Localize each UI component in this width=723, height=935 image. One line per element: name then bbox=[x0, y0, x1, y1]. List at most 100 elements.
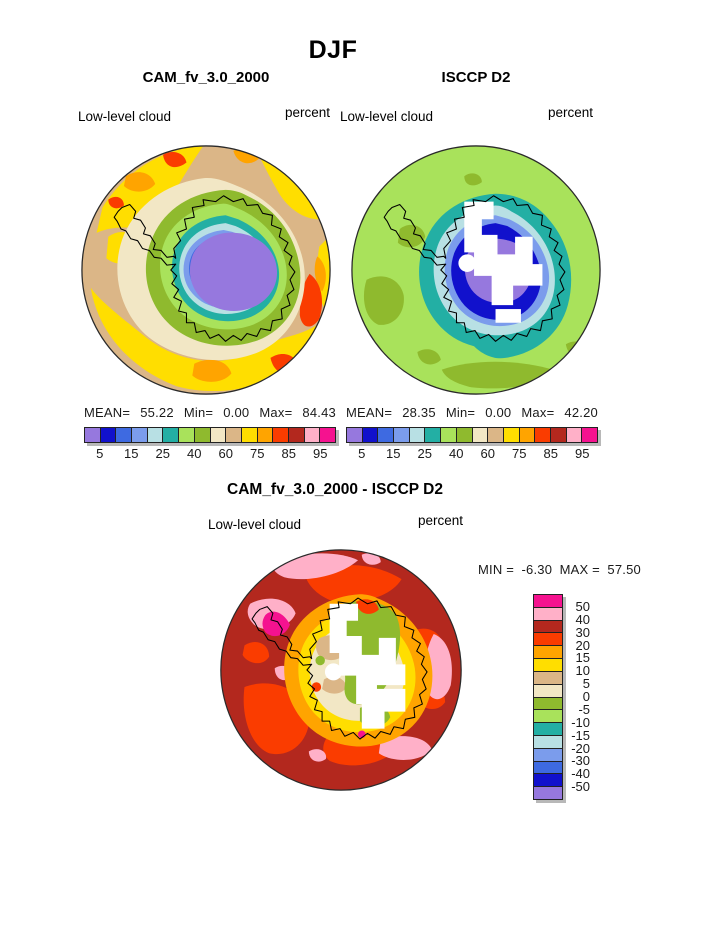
max-value: 42.20 bbox=[564, 405, 598, 420]
colorbar-cell-orangered bbox=[273, 428, 289, 442]
colorbar-tick-label: 95 bbox=[313, 446, 328, 461]
min-value: 0.00 bbox=[223, 405, 250, 420]
colorbar-tick-label: 10 bbox=[575, 663, 590, 679]
colorbar-cell-lightgreen bbox=[534, 710, 562, 724]
colorbar-tick-label: 0 bbox=[582, 689, 590, 705]
colorbar-cell-lightgreen bbox=[441, 428, 457, 442]
colorbar-tick-label: 60 bbox=[218, 446, 233, 461]
colorbar-tick-label: -20 bbox=[571, 740, 590, 756]
colorbar-cell-lightgreen bbox=[179, 428, 195, 442]
isccp-field-label: Low-level cloud bbox=[340, 109, 434, 124]
colorbar-cell-olive bbox=[534, 697, 562, 711]
max-label: MAX = bbox=[559, 562, 600, 577]
cam-field-label: Low-level cloud bbox=[78, 109, 172, 124]
colorbar-cell-purple bbox=[347, 428, 363, 442]
colorbar-cell-yellow bbox=[534, 659, 562, 672]
colorbar-cell-royalblue bbox=[378, 428, 395, 442]
map-rim bbox=[351, 145, 601, 395]
cam-map-contours bbox=[81, 145, 331, 395]
colorbar-tick-label: 40 bbox=[575, 611, 590, 627]
colorbar-tick-label: -50 bbox=[571, 779, 590, 795]
colorbar-tick-label: 40 bbox=[187, 446, 202, 461]
colorbar-cell-brickred bbox=[550, 428, 567, 442]
colorbar-tick-label: 75 bbox=[250, 446, 265, 461]
contour-region-purple bbox=[189, 232, 278, 311]
colorbar-tick-label: 15 bbox=[386, 446, 401, 461]
contour-region-magenta bbox=[262, 611, 290, 637]
colorbar-cell-darkblue bbox=[362, 428, 379, 442]
missing-data-region bbox=[324, 603, 406, 729]
colorbar-cell-magenta bbox=[582, 428, 597, 442]
cam-units-label: percent bbox=[284, 105, 330, 120]
colorbar-tick-label: 60 bbox=[480, 446, 495, 461]
isccp-map bbox=[351, 145, 601, 395]
isccp-colorbar-ticks: 5 15 25 40 60 75 85 95 bbox=[346, 446, 598, 461]
isccp-map-contours bbox=[351, 145, 601, 395]
cam-colorbar-ticks: 5 15 25 40 60 75 85 95 bbox=[84, 446, 336, 461]
colorbar-tick-label: 5 bbox=[96, 446, 104, 461]
colorbar-cell-cornflower bbox=[132, 428, 148, 442]
colorbar-cell-brickred bbox=[288, 428, 305, 442]
colorbar-cell-tan bbox=[488, 428, 504, 442]
colorbar-tick-label: -15 bbox=[571, 727, 590, 743]
cam-stats-row: MEAN= 55.22 Min= 0.00 Max= 84.43 bbox=[84, 405, 336, 420]
cam-colorbar bbox=[84, 427, 336, 443]
colorbar-cell-magenta bbox=[534, 595, 562, 608]
colorbar-cell-pink bbox=[534, 607, 562, 621]
max-value: 84.43 bbox=[302, 405, 336, 420]
cam-map bbox=[81, 145, 331, 395]
diff-panel-title: CAM_fv_3.0_2000 - ISCCP D2 bbox=[227, 481, 443, 498]
contour-accent-magenta bbox=[358, 730, 366, 739]
colorbar-tick-label: -5 bbox=[578, 702, 590, 718]
min-value: 0.00 bbox=[485, 405, 512, 420]
colorbar-tick-label: 15 bbox=[575, 650, 590, 666]
diff-colorbar bbox=[533, 594, 563, 800]
colorbar-cell-cornflower bbox=[394, 428, 410, 442]
colorbar-cell-teal bbox=[425, 428, 442, 442]
diff-units-label: percent bbox=[417, 513, 463, 528]
isccp-colorbar bbox=[346, 427, 598, 443]
colorbar-cell-royalblue bbox=[116, 428, 133, 442]
colorbar-cell-tan bbox=[534, 671, 562, 685]
cam-subtitle-row: Low-level cloud percent bbox=[78, 105, 330, 124]
colorbar-cell-cream bbox=[534, 684, 562, 698]
colorbar-tick-label: 85 bbox=[543, 446, 558, 461]
map-rim bbox=[81, 145, 331, 395]
colorbar-cell-cream bbox=[210, 428, 227, 442]
colorbar-cell-teal bbox=[163, 428, 180, 442]
colorbar-cell-palecyan bbox=[409, 428, 426, 442]
colorbar-tick-label: 5 bbox=[358, 446, 366, 461]
min-label: Min= bbox=[183, 405, 214, 420]
colorbar-tick-label: -40 bbox=[571, 766, 590, 782]
cam-panel-title: CAM_fv_3.0_2000 bbox=[142, 69, 270, 86]
missing-data-region bbox=[458, 201, 543, 323]
colorbar-tick-label: 40 bbox=[449, 446, 464, 461]
max-value: 57.50 bbox=[607, 562, 641, 577]
isccp-panel-title: ISCCP D2 bbox=[441, 69, 511, 86]
colorbar-cell-orange bbox=[519, 428, 536, 442]
colorbar-tick-label: 15 bbox=[124, 446, 139, 461]
colorbar-cell-palecyan bbox=[147, 428, 164, 442]
colorbar-cell-tan bbox=[226, 428, 242, 442]
colorbar-tick-label: -10 bbox=[571, 714, 590, 730]
colorbar-cell-olive bbox=[456, 428, 473, 442]
colorbar-cell-orangered bbox=[534, 633, 562, 647]
colorbar-cell-yellow bbox=[241, 428, 258, 442]
colorbar-tick-label: 50 bbox=[575, 599, 590, 615]
colorbar-cell-pink bbox=[566, 428, 583, 442]
colorbar-tick-label: 25 bbox=[155, 446, 170, 461]
colorbar-tick-label: 95 bbox=[575, 446, 590, 461]
colorbar-tick-label: 5 bbox=[582, 676, 590, 692]
contour-region-yellow bbox=[90, 145, 331, 391]
colorbar-tick-label: 30 bbox=[575, 624, 590, 640]
colorbar-cell-darkblue bbox=[534, 774, 562, 788]
diff-subtitle-row: Low-level cloud percent bbox=[208, 513, 463, 532]
mean-value: 55.22 bbox=[140, 405, 174, 420]
colorbar-cell-royalblue bbox=[534, 761, 562, 775]
colorbar-cell-magenta bbox=[320, 428, 335, 442]
colorbar-cell-yellow bbox=[503, 428, 520, 442]
colorbar-tick-label: 25 bbox=[417, 446, 432, 461]
colorbar-cell-teal bbox=[534, 723, 562, 736]
min-value: -6.30 bbox=[521, 562, 553, 577]
colorbar-cell-pink bbox=[304, 428, 321, 442]
